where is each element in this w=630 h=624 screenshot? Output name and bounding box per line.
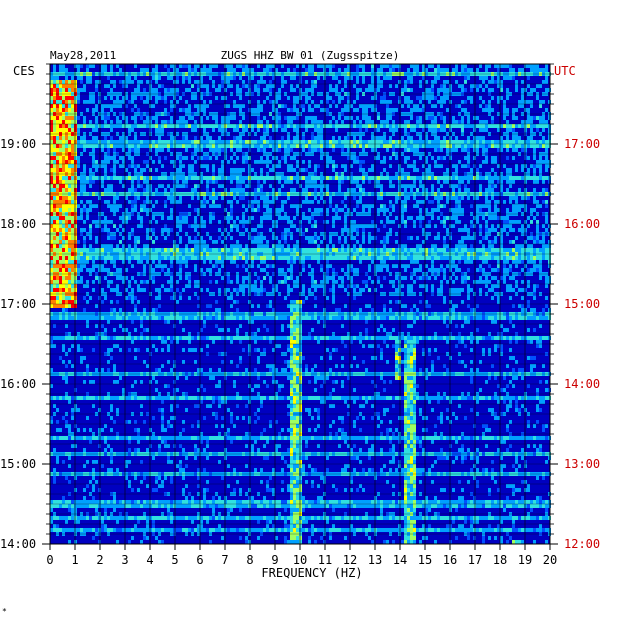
- right-time-tick: 16:00: [564, 217, 600, 231]
- x-tick-label: 8: [246, 553, 253, 567]
- right-zone-label: UTC: [554, 64, 576, 78]
- left-time-tick: 19:00: [0, 137, 36, 151]
- right-time-axis: 17:00 16:00 15:00 14:00 13:00 12:00: [550, 63, 600, 551]
- right-time-tick: 15:00: [564, 297, 600, 311]
- x-tick-label: 11: [318, 553, 332, 567]
- x-tick-label: 7: [221, 553, 228, 567]
- frequency-axis: 0 1 2 3 4 5 6 7 8 9 10 11 12 13 14 15 16 17 18 19 20: [46, 544, 557, 567]
- x-tick-label: 6: [196, 553, 203, 567]
- x-axis-title: FREQUENCY (HZ): [261, 566, 362, 580]
- x-tick-label: 20: [543, 553, 557, 567]
- x-tick-label: 15: [418, 553, 432, 567]
- x-tick-label: 3: [121, 553, 128, 567]
- date-label: May28,2011: [50, 49, 116, 62]
- right-time-tick: 12:00: [564, 537, 600, 551]
- right-time-tick: 14:00: [564, 377, 600, 391]
- station-title: ZUGS HHZ BW 01 (Zugsspitze): [221, 49, 400, 62]
- x-tick-label: 17: [468, 553, 482, 567]
- left-time-axis: 19:00 18:00 17:00 16:00 15:00 14:00: [0, 63, 50, 551]
- x-tick-label: 1: [71, 553, 78, 567]
- left-time-tick: 15:00: [0, 457, 36, 471]
- x-tick-label: 14: [393, 553, 407, 567]
- left-time-tick: 18:00: [0, 217, 36, 231]
- corner-mark: *: [2, 607, 7, 616]
- x-tick-label: 10: [293, 553, 307, 567]
- x-tick-label: 13: [368, 553, 382, 567]
- left-time-tick: 14:00: [0, 537, 36, 551]
- left-time-tick: 17:00: [0, 297, 36, 311]
- right-time-tick: 13:00: [564, 457, 600, 471]
- left-zone-label: CES: [13, 64, 35, 78]
- x-tick-label: 16: [443, 553, 457, 567]
- grid-lines: [49, 63, 551, 545]
- x-tick-label: 18: [493, 553, 507, 567]
- x-tick-label: 0: [46, 553, 53, 567]
- x-tick-label: 2: [96, 553, 103, 567]
- x-tick-label: 19: [518, 553, 532, 567]
- x-tick-label: 9: [271, 553, 278, 567]
- x-tick-label: 12: [343, 553, 357, 567]
- x-tick-label: 4: [146, 553, 153, 567]
- right-time-tick: 17:00: [564, 137, 600, 151]
- x-tick-label: 5: [171, 553, 178, 567]
- left-time-tick: 16:00: [0, 377, 36, 391]
